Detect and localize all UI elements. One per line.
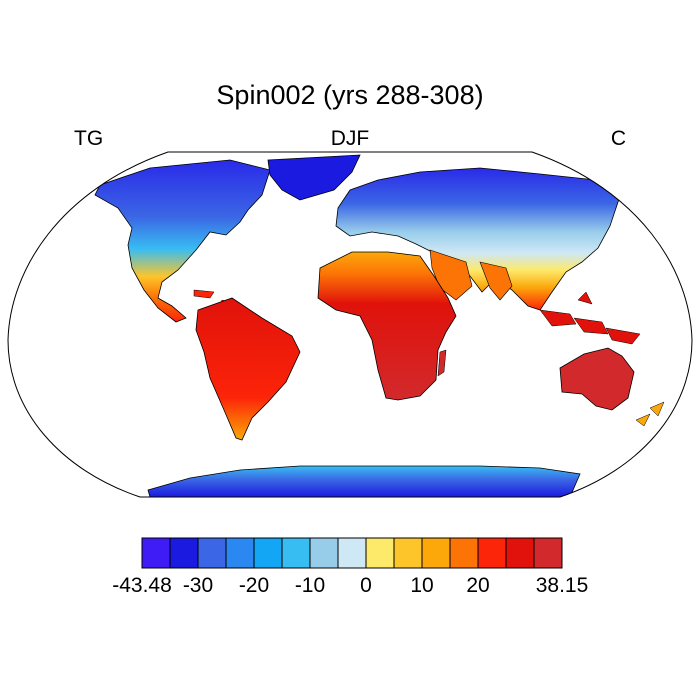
- colorbar-box: [365, 537, 395, 569]
- colorbar-box: [197, 537, 227, 569]
- colorbar-box: [169, 537, 199, 569]
- plot-title: Spin002 (yrs 288-308): [216, 80, 484, 110]
- africa-land: [317, 251, 457, 401]
- units-label: C: [610, 127, 626, 150]
- south-america-land: [195, 297, 301, 441]
- madagascar-land: [437, 349, 447, 377]
- new-zealand-land: [635, 401, 665, 427]
- colorbar-box: [253, 537, 283, 569]
- antarctica-land: [147, 465, 581, 497]
- colorbar-box: [281, 537, 311, 569]
- colorbar-tick-label: 38.15: [536, 574, 589, 597]
- variable-label: TG: [74, 127, 104, 150]
- colorbar-tick-label: 10: [410, 574, 433, 597]
- season-label: DJF: [330, 127, 370, 150]
- map-frame: [7, 151, 693, 498]
- south-asia-land: [429, 249, 513, 301]
- colorbar-tick-label: -43.48: [112, 574, 172, 597]
- colorbar-tick-label: -20: [239, 574, 269, 597]
- colorbar-tick-label: -30: [183, 574, 213, 597]
- colorbar-box: [141, 537, 171, 569]
- maritime-asia-land: [539, 291, 641, 345]
- greenland-land: [267, 154, 361, 201]
- colorbar-box: [421, 537, 451, 569]
- colorbar-tick-label: -10: [295, 574, 325, 597]
- colorbar-box: [505, 537, 535, 569]
- colorbar-box: [337, 537, 367, 569]
- colorbar-box: [477, 537, 507, 569]
- colorbar-box: [309, 537, 339, 569]
- colorbar-box: [393, 537, 423, 569]
- colorbar-tick-label: 0: [360, 574, 372, 597]
- colorbar-box: [225, 537, 255, 569]
- australia-land: [559, 347, 635, 411]
- north-america-land: [94, 159, 271, 323]
- colorbar-box: [449, 537, 479, 569]
- colorbar-tick-label: 20: [466, 574, 489, 597]
- colorbar-box: [533, 537, 563, 569]
